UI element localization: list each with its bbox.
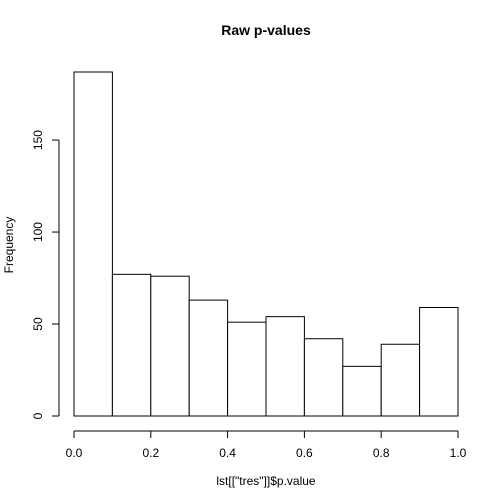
y-axis-label: Frequency [2,217,16,274]
x-tick-label: 0.6 [296,446,313,460]
histogram-bar-0 [73,71,113,417]
x-tick-label: 0.4 [219,446,236,460]
histogram-bar-9 [419,306,459,417]
histogram-bar-1 [111,273,152,417]
x-axis-label: lst[["tres"]]$p.value [216,474,316,488]
histogram-bar-5 [265,316,305,417]
histogram-bar-8 [380,343,421,417]
x-tick-label: 1.0 [450,446,467,460]
y-tick-label: 100 [31,222,45,242]
y-tick-label: 0 [31,412,45,419]
x-tick-label: 0.8 [373,446,390,460]
bars-group [73,71,459,417]
y-tick-label: 50 [31,317,45,331]
x-tick-label: 0.0 [66,446,83,460]
x-axis: 0.0 0.2 0.4 0.6 0.8 1.0 [66,430,467,460]
chart-title: Raw p-values [221,22,311,38]
y-axis: 0 50 100 150 [31,130,60,419]
histogram-bar-4 [227,321,267,417]
histogram-bar-2 [150,275,190,417]
y-tick-label: 150 [31,130,45,150]
histogram-bar-7 [342,365,382,417]
x-tick-label: 0.2 [142,446,159,460]
histogram-bar-6 [303,338,344,417]
histogram-bar-3 [188,299,229,417]
